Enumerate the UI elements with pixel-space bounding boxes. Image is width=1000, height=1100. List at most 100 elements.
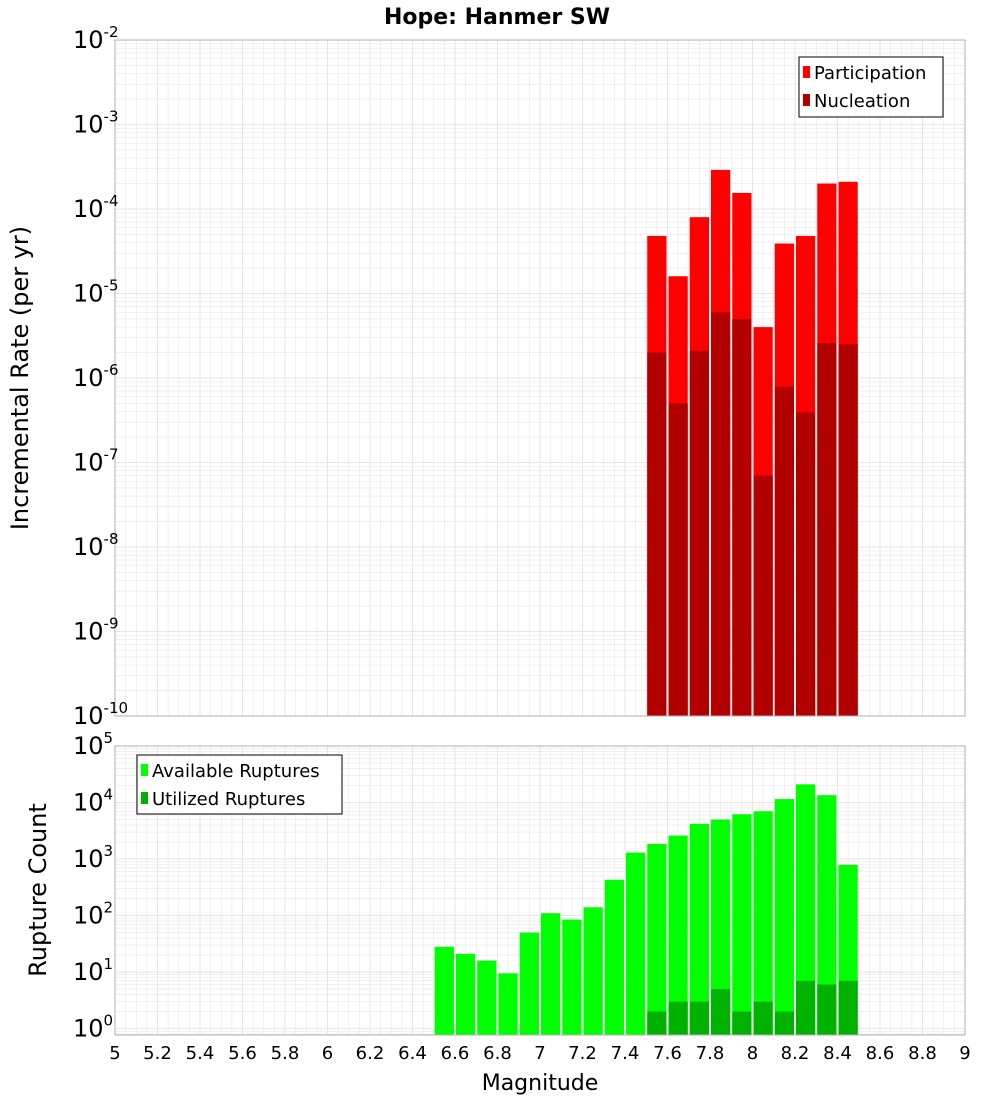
rate-bar-series2 <box>689 350 709 716</box>
rate-bar-series2 <box>774 386 794 716</box>
count-plot-frame <box>114 745 966 1036</box>
legend-box <box>136 754 343 815</box>
count-bar-series1 <box>456 953 476 1035</box>
x-tick-label: 8.2 <box>781 1043 810 1064</box>
y-tick-label: 103 <box>73 842 113 873</box>
count-y-ticks: 100 101 102 103 104 105 <box>73 729 113 1043</box>
rate-bar-series2 <box>838 344 858 716</box>
count-bar-series1 <box>817 795 837 1035</box>
rate-panel: 10-10 10-9 10-8 10-7 10-6 10-5 10-4 10-3 10-2 In… <box>6 23 966 730</box>
rate-bar-series2 <box>668 403 688 716</box>
rate-plot-frame <box>114 39 966 717</box>
count-bars <box>434 784 858 1035</box>
x-tick-label: 7.2 <box>568 1043 597 1064</box>
x-axis-label: Magnitude <box>482 1071 599 1096</box>
count-bar-series1 <box>796 784 816 1035</box>
legend-swatch <box>141 792 148 804</box>
y-tick-label: 10-10 <box>73 699 128 730</box>
rate-y-ticks: 10-10 10-9 10-8 10-7 10-6 10-5 10-4 10-3 10-2 <box>73 23 128 730</box>
x-tick-label: 8.8 <box>908 1043 937 1064</box>
x-ticks: 5 5.2 5.4 5.6 5.8 6 6.2 6.4 6.6 6.8 7 7.2 7.4 7.6 7.8 8… <box>109 1043 970 1064</box>
count-bar-series1 <box>774 799 794 1035</box>
x-tick-label: 6.2 <box>356 1043 385 1064</box>
y-tick-label: 10-6 <box>73 361 119 392</box>
legend-label: Nucleation <box>814 91 910 112</box>
rate-bar-series2 <box>711 312 731 716</box>
rate-bar-series2 <box>817 342 837 716</box>
rate-bar-series2 <box>753 475 773 716</box>
rate-legend: Participation Nucleation <box>798 56 944 118</box>
count-bar-series2 <box>668 1001 688 1035</box>
count-bar-series1 <box>753 811 773 1035</box>
x-tick-label: 7.6 <box>653 1043 682 1064</box>
count-bar-series1 <box>626 852 646 1035</box>
y-tick-label: 100 <box>73 1012 113 1043</box>
count-bar-series1 <box>498 973 518 1035</box>
count-bar-series2 <box>732 1011 752 1035</box>
x-tick-label: 6.8 <box>483 1043 512 1064</box>
rate-bar-series2 <box>796 412 816 716</box>
y-tick-label: 10-8 <box>73 530 119 561</box>
legend-label: Participation <box>814 63 926 84</box>
rate-y-axis-label: Incremental Rate (per yr) <box>6 226 34 530</box>
rate-gridlines <box>114 39 966 717</box>
y-tick-label: 101 <box>73 955 113 986</box>
rate-bars <box>647 169 858 717</box>
x-tick-label: 8.6 <box>866 1043 895 1064</box>
x-tick-label: 5.6 <box>228 1043 257 1064</box>
count-bar-series2 <box>838 980 858 1035</box>
count-bar-series1 <box>604 879 624 1035</box>
count-bar-series2 <box>796 980 816 1035</box>
y-tick-label: 10-7 <box>73 446 119 477</box>
y-tick-label: 10-4 <box>73 192 119 223</box>
legend-label: Available Ruptures <box>152 761 320 782</box>
x-tick-label: 8 <box>747 1043 758 1064</box>
rate-bar-series2 <box>732 318 752 716</box>
count-bar-series2 <box>753 1001 773 1035</box>
count-bar-series1 <box>647 843 667 1035</box>
x-tick-label: 8.4 <box>823 1043 852 1064</box>
x-tick-label: 7.4 <box>611 1043 640 1064</box>
count-legend: Available Ruptures Utilized Ruptures <box>136 754 343 815</box>
count-y-axis-label: Rupture Count <box>24 803 52 977</box>
count-bar-series1 <box>689 823 709 1035</box>
x-tick-label: 5.4 <box>186 1043 215 1064</box>
count-bar-series2 <box>689 1001 709 1035</box>
legend-swatch <box>803 94 810 106</box>
y-tick-label: 10-5 <box>73 277 119 308</box>
count-bar-series1 <box>562 919 582 1035</box>
y-tick-label: 102 <box>73 899 113 930</box>
legend-swatch <box>141 764 148 776</box>
count-bar-series2 <box>817 984 837 1035</box>
x-tick-label: 6.6 <box>441 1043 470 1064</box>
chart-title: Hope: Hanmer SW <box>384 5 610 30</box>
count-bar-series1 <box>732 814 752 1035</box>
rate-bar-series2 <box>647 352 667 716</box>
x-tick-label: 5.2 <box>143 1043 172 1064</box>
count-panel: 100 101 102 103 104 105 Rupture Count Availab… <box>24 729 966 1043</box>
legend-label: Utilized Ruptures <box>152 789 305 810</box>
count-bar-series1 <box>519 932 539 1035</box>
y-tick-label: 10-9 <box>73 615 119 646</box>
count-bar-series2 <box>647 1011 667 1035</box>
x-tick-label: 6.4 <box>398 1043 427 1064</box>
count-bar-series1 <box>477 960 497 1035</box>
x-tick-label: 9 <box>959 1043 970 1064</box>
x-tick-label: 5.8 <box>271 1043 300 1064</box>
count-bar-series2 <box>711 989 731 1035</box>
x-tick-label: 5 <box>109 1043 120 1064</box>
y-tick-label: 10-3 <box>73 108 119 139</box>
y-tick-label: 105 <box>73 729 113 760</box>
y-tick-label: 104 <box>73 786 113 817</box>
count-bar-series1 <box>583 907 603 1035</box>
legend-box <box>798 56 944 118</box>
x-tick-label: 6 <box>322 1043 333 1064</box>
x-tick-label: 7.8 <box>696 1043 725 1064</box>
y-tick-label: 10-2 <box>73 23 119 54</box>
count-bar-series1 <box>434 946 454 1035</box>
legend-swatch <box>803 66 810 78</box>
x-tick-label: 7 <box>534 1043 545 1064</box>
count-bar-series1 <box>711 819 731 1035</box>
count-bar-series2 <box>774 1011 794 1035</box>
